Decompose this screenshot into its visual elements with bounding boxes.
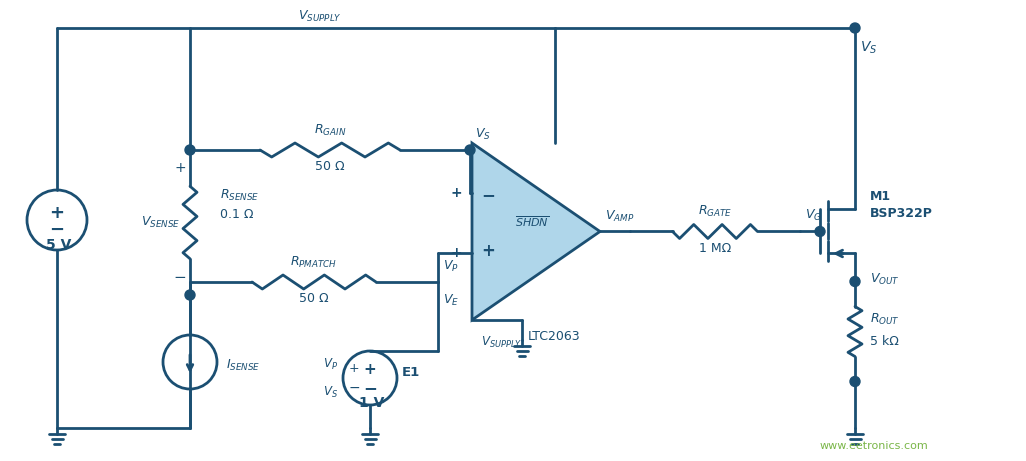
Text: BSP322P: BSP322P [870,207,933,220]
Text: −: − [49,221,65,239]
Text: +: + [481,242,495,260]
Text: $V_{OUT}$: $V_{OUT}$ [870,272,900,287]
Text: +: + [363,361,377,377]
Text: $R_{OUT}$: $R_{OUT}$ [870,312,900,327]
Text: $R_{GAIN}$: $R_{GAIN}$ [314,123,346,137]
Text: 5 kΩ: 5 kΩ [870,335,899,348]
Text: $V_{SUPPLY}$: $V_{SUPPLY}$ [481,334,522,349]
Text: $R_{PMATCH}$: $R_{PMATCH}$ [290,254,338,270]
Text: $I_{SENSE}$: $I_{SENSE}$ [226,357,261,372]
Text: E1: E1 [402,366,421,379]
Text: +: + [49,204,65,222]
Text: $V_{SENSE}$: $V_{SENSE}$ [141,215,180,230]
Text: $V_S$: $V_S$ [323,384,338,400]
Text: $V_{AMP}$: $V_{AMP}$ [605,209,634,224]
Text: $V_P$: $V_P$ [443,259,459,273]
Text: +: + [349,361,359,374]
Text: −: − [481,186,495,204]
Text: 50 Ω: 50 Ω [300,292,328,306]
Circle shape [815,226,825,236]
Text: +: + [174,161,186,175]
Text: −: − [363,379,377,397]
Text: 0.1 Ω: 0.1 Ω [220,208,253,221]
Text: M1: M1 [870,190,892,203]
Text: www.eetronics.com: www.eetronics.com [820,441,929,451]
Text: $V_P$: $V_P$ [323,356,338,372]
Circle shape [185,145,195,155]
Text: 1 V: 1 V [359,396,385,410]
Text: −: − [348,381,360,395]
Circle shape [850,277,860,286]
Text: $V_G$: $V_G$ [805,208,822,223]
Text: $V_S$: $V_S$ [860,40,877,56]
Text: $R_{GATE}$: $R_{GATE}$ [698,204,733,219]
Text: 1 MΩ: 1 MΩ [699,242,732,255]
Circle shape [185,290,195,300]
Circle shape [850,23,860,33]
Text: $V_{SUPPLY}$: $V_{SUPPLY}$ [299,8,342,24]
Text: $\overline{SHDN}$: $\overline{SHDN}$ [515,214,549,229]
Text: $V_S$: $V_S$ [475,126,490,142]
Text: 5 V: 5 V [46,238,72,252]
Text: −: − [173,270,186,284]
Text: LTC2063: LTC2063 [527,330,580,343]
Circle shape [850,377,860,386]
Text: $R_{SENSE}$: $R_{SENSE}$ [220,188,260,202]
Text: +: + [450,246,462,260]
Text: $V_E$: $V_E$ [443,292,459,307]
Text: 50 Ω: 50 Ω [315,160,345,173]
Circle shape [465,145,475,155]
Text: +: + [450,186,462,200]
Polygon shape [472,143,600,320]
